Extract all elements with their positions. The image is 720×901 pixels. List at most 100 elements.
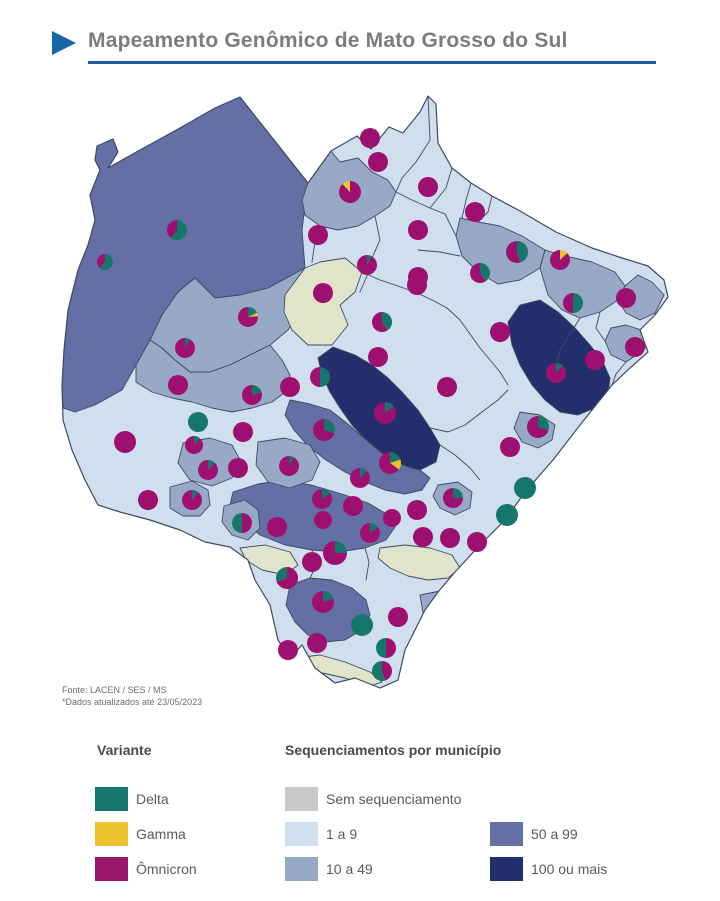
- pie-marker: [374, 402, 397, 425]
- pie-marker: [138, 490, 158, 510]
- pie-marker: [616, 288, 636, 308]
- pie-marker: [408, 220, 428, 240]
- pie-marker: [350, 468, 371, 489]
- pie-marker: [311, 591, 334, 614]
- municipality-border-line: [417, 249, 461, 257]
- pie-marker: [376, 638, 396, 658]
- legend-item-50a99: 50 a 99: [490, 821, 578, 847]
- pie-marker-layer: [96, 128, 645, 681]
- pie-marker: [338, 181, 361, 203]
- pie-marker: [278, 640, 298, 660]
- pie-marker: [372, 312, 393, 333]
- municipality-cell-beige-se: [377, 544, 461, 581]
- pie-marker: [280, 377, 300, 397]
- pie-marker: [470, 263, 491, 284]
- legend-item-noseq: Sem sequenciamento: [285, 786, 461, 812]
- pie-marker: [496, 504, 518, 526]
- pie-marker: [168, 375, 188, 395]
- range-50a99-label: 50 a 99: [531, 826, 578, 842]
- pie-marker: [379, 452, 402, 475]
- pie-marker: [114, 431, 136, 453]
- pie-marker: [166, 220, 187, 240]
- source-note: Fonte: LACEN / SES / MS *Dados atualizad…: [62, 684, 202, 708]
- pie-marker: [312, 489, 333, 510]
- pie-marker: [408, 267, 428, 287]
- pie-marker: [184, 436, 203, 455]
- page-title: Mapeamento Genômico de Mato Grosso do Su…: [88, 29, 568, 52]
- range-10a49-swatch: [285, 857, 318, 881]
- pie-marker: [310, 367, 330, 387]
- noseq-swatch: [285, 787, 318, 811]
- sequencing-legend-header: Sequenciamentos por município: [285, 742, 502, 758]
- pie-marker: [437, 377, 457, 397]
- gamma-swatch: [95, 822, 128, 846]
- pie-marker: [418, 177, 438, 197]
- pie-marker: [276, 567, 299, 590]
- municipality-border-line: [595, 311, 606, 342]
- legend-item-10a49: 10 a 49: [285, 856, 373, 882]
- pie-marker: [198, 460, 219, 480]
- range-10a49-label: 10 a 49: [326, 861, 373, 877]
- pie-marker: [368, 152, 388, 172]
- pie-marker: [407, 500, 427, 520]
- municipality-border-line: [555, 317, 581, 367]
- municipality-border-line: [611, 361, 627, 386]
- pie-marker: [188, 412, 208, 432]
- pie-marker: [313, 283, 333, 303]
- legend-item-1a9: 1 a 9: [285, 821, 357, 847]
- pie-marker: [307, 633, 327, 653]
- pie-marker: [267, 517, 287, 537]
- pie-marker: [351, 614, 373, 636]
- legend-item-gamma: Gamma: [95, 821, 186, 847]
- pie-marker: [312, 419, 335, 441]
- state-outline: [61, 95, 669, 689]
- pie-marker: [383, 509, 401, 527]
- pie-marker: [232, 513, 252, 533]
- pie-marker: [237, 307, 258, 328]
- pie-marker: [563, 293, 583, 313]
- municipality-border-line: [429, 389, 509, 433]
- pie-marker: [228, 458, 248, 478]
- omicron-label: Ômnicron: [136, 861, 197, 877]
- pie-marker: [550, 250, 571, 270]
- variant-legend-header: Variante: [97, 742, 152, 758]
- title-underline: [88, 61, 656, 64]
- pie-marker: [343, 496, 363, 516]
- pie-marker: [585, 350, 605, 370]
- pie-marker: [233, 422, 253, 442]
- pie-marker: [546, 363, 567, 383]
- range-1a9-swatch: [285, 822, 318, 846]
- pie-marker: [388, 607, 408, 627]
- pie-marker: [241, 385, 262, 405]
- pie-marker: [174, 338, 195, 358]
- pie-marker: [490, 322, 510, 342]
- municipality-border-line: [439, 444, 481, 481]
- municipality-layer: [62, 96, 668, 688]
- title-arrow-icon: [52, 31, 76, 55]
- delta-swatch: [95, 787, 128, 811]
- pie-marker: [440, 528, 460, 548]
- noseq-label: Sem sequenciamento: [326, 791, 462, 807]
- range-100mais-swatch: [490, 857, 523, 881]
- pie-marker: [413, 527, 433, 547]
- legend-item-omicron: Ômnicron: [95, 856, 197, 882]
- pie-marker: [500, 437, 520, 457]
- municipality-border-line: [361, 271, 448, 309]
- pie-marker: [625, 337, 645, 357]
- pie-marker: [465, 202, 485, 222]
- range-1a9-label: 1 a 9: [326, 826, 358, 842]
- source-line-1: Fonte: LACEN / SES / MS: [62, 685, 167, 695]
- legend-item-100mais: 100 ou mais: [490, 856, 607, 882]
- pie-marker: [356, 255, 377, 275]
- pie-marker: [505, 240, 528, 263]
- municipality-border-line: [395, 96, 431, 193]
- pie-marker: [526, 416, 549, 439]
- range-100mais-label: 100 ou mais: [531, 861, 608, 877]
- pie-marker: [360, 128, 380, 148]
- pie-marker: [302, 552, 322, 572]
- municipality-border-line: [461, 182, 472, 219]
- pie-marker: [279, 456, 300, 476]
- pie-marker: [323, 541, 347, 565]
